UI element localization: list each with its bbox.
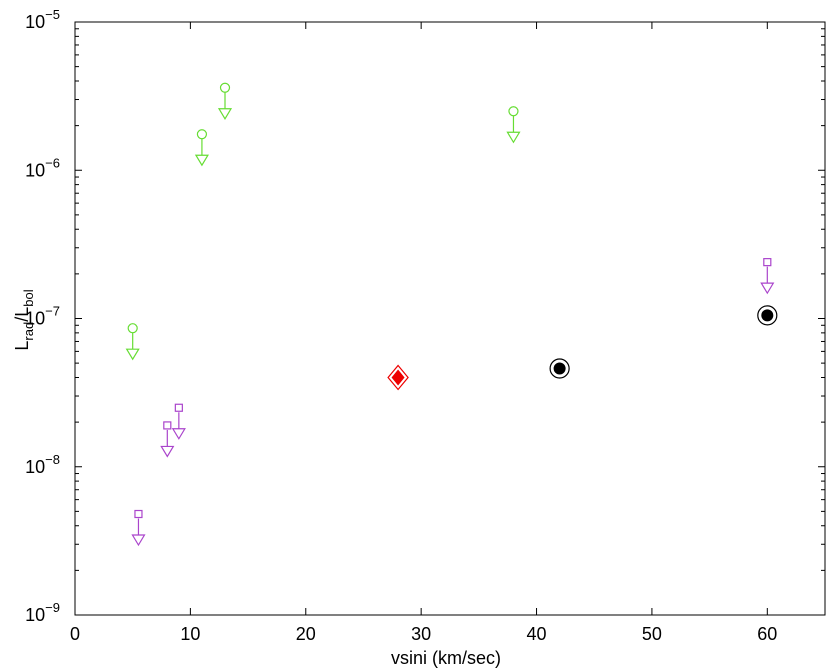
square-marker [763, 258, 772, 267]
circled-dot-center [761, 309, 774, 322]
x-tick-label: 30 [411, 624, 431, 644]
x-tick-label: 0 [70, 624, 80, 644]
down-arrow-marker [760, 282, 775, 295]
x-tick-label: 20 [296, 624, 316, 644]
down-arrow-marker [160, 445, 175, 458]
square-upper-limit-point [131, 509, 146, 547]
circle-upper-limit-point [506, 106, 521, 144]
y-axis-title-sub-2: bol [21, 289, 36, 306]
y-tick-label: 10−5 [25, 7, 60, 32]
down-arrow-marker [194, 154, 209, 167]
circled-dot-point [549, 358, 570, 379]
y-tick-label: 10−9 [25, 600, 60, 625]
circled-dot-ring [757, 305, 778, 326]
axis-ticks: 0 10 20 30 40 50 60 10−9 10−8 10−7 10−6 10−5 [25, 7, 825, 644]
down-arrow-marker [171, 428, 186, 440]
y-axis-title-slash: / [12, 317, 32, 322]
diamond-fill [391, 369, 405, 386]
x-tick-label: 50 [642, 624, 662, 644]
circled-dot-point [757, 305, 778, 326]
circled-dot-ring [549, 358, 570, 379]
down-arrow-marker [131, 534, 146, 547]
circle-upper-limit-point [125, 323, 140, 361]
data-marks [125, 82, 778, 547]
down-arrow-marker [506, 131, 521, 144]
y-axis-title-main-2: L [12, 307, 32, 317]
down-arrow-marker [217, 108, 233, 120]
circled-dot-center [553, 362, 566, 375]
square-marker [134, 509, 143, 519]
y-tick-label: 10−6 [25, 155, 60, 180]
diamond-outline [387, 364, 409, 391]
x-tick-label: 40 [527, 624, 547, 644]
y-axis-title-sub-1: rad [21, 322, 36, 341]
circle-upper-limit-point [194, 129, 209, 167]
y-tick-label: 10−8 [25, 452, 60, 477]
square-upper-limit-point [160, 421, 175, 458]
x-tick-label: 60 [757, 624, 777, 644]
square-marker [174, 403, 183, 412]
square-upper-limit-point [171, 403, 186, 440]
x-axis-title: vsini (km/sec) [391, 648, 501, 668]
square-upper-limit-point [760, 258, 775, 295]
diamond-point [387, 364, 409, 391]
square-marker [163, 421, 172, 430]
y-axis-title: Lrad/Lbol [12, 289, 36, 350]
x-tick-label: 10 [180, 624, 200, 644]
y-axis-title-main-1: L [12, 341, 32, 351]
circle-upper-limit-point [217, 82, 233, 120]
down-arrow-marker [125, 348, 140, 361]
y-tick-label: 10−7 [25, 304, 60, 329]
